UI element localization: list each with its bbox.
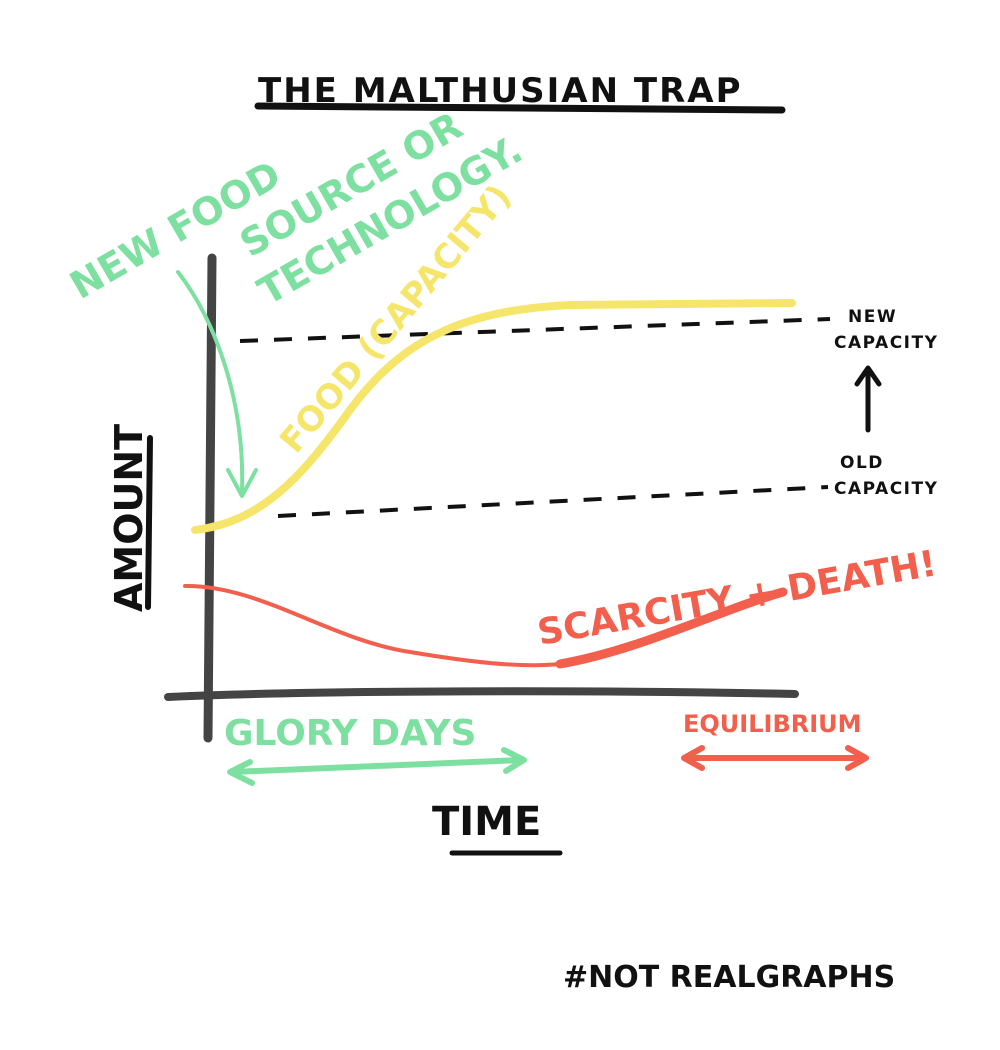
glory-days-arrow-left-icon bbox=[227, 759, 255, 786]
equilibrium-label: EQUILIBRIUM bbox=[683, 710, 862, 738]
hashtag-label: #NOT REALGRAPHS bbox=[563, 960, 895, 995]
population-curve-rising bbox=[555, 587, 788, 669]
new-food-arrow-shaft bbox=[176, 270, 245, 494]
scarcity-death-label: SCARCITY + DEATH! bbox=[534, 543, 939, 654]
x-axis-label: TIME bbox=[432, 799, 541, 845]
equilibrium-arrow-right-icon bbox=[845, 745, 869, 771]
equilibrium-arrow-left-icon bbox=[681, 745, 705, 771]
new-capacity-line bbox=[239, 317, 831, 343]
glory-days-arrow bbox=[229, 757, 525, 775]
new-capacity-label-line1: NEW bbox=[848, 307, 897, 327]
title-underline bbox=[254, 102, 786, 114]
old-capacity-label-line1: OLD bbox=[840, 453, 884, 473]
y-axis bbox=[203, 253, 217, 743]
new-capacity-label-line2: CAPACITY bbox=[834, 333, 938, 353]
y-axis-label: AMOUNT bbox=[107, 424, 151, 612]
food-capacity-curve bbox=[191, 299, 796, 534]
x-axis bbox=[164, 687, 799, 701]
new-food-arrow-head-icon bbox=[226, 468, 258, 498]
old-capacity-line bbox=[277, 485, 829, 518]
old-capacity-label-line2: CAPACITY bbox=[834, 479, 938, 499]
capacity-up-arrow-icon bbox=[854, 365, 882, 387]
glory-days-label: GLORY DAYS bbox=[224, 713, 476, 754]
glory-days-arrow-right-icon bbox=[501, 747, 527, 774]
y-axis-label-underline bbox=[145, 435, 153, 610]
